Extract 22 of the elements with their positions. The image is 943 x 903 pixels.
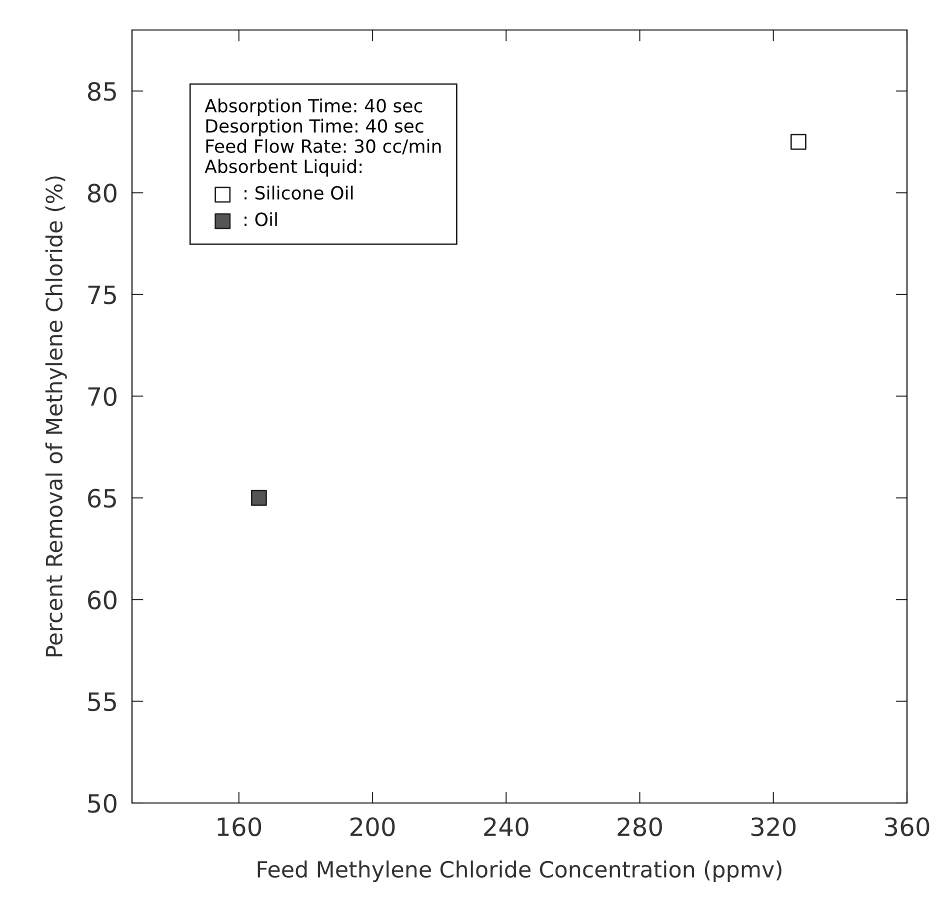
annotation: Absorption Time: 40 sec	[204, 98, 422, 116]
legend-label: : Oil	[244, 212, 277, 226]
y-tick-label: 85	[88, 82, 116, 101]
x-tick-label: 240	[484, 817, 528, 836]
y-tick-label: 80	[88, 184, 116, 203]
y-tick-label: 70	[88, 387, 116, 406]
x-tick-label: 200	[350, 817, 395, 836]
x-tick-label: 320	[751, 817, 796, 836]
x-axis-title: Feed Methylene Chloride Concentration (ppmv)	[258, 860, 782, 882]
annotation: Feed Flow Rate: 30 cc/min	[206, 138, 441, 154]
y-tick-label: 50	[88, 794, 116, 813]
annotation: Desorption Time: 40 sec	[206, 118, 424, 136]
legend-label: : Silicone Oil	[244, 186, 353, 200]
y-tick-label: 60	[88, 590, 116, 610]
x-tick-label: 160	[218, 817, 262, 836]
y-tick-label: 75	[88, 286, 116, 304]
y-axis-title: Percent Removal of Methylene Chloride (%)	[45, 176, 67, 656]
y-tick-label: 55	[88, 692, 116, 712]
x-tick-label: 280	[618, 817, 662, 836]
y-tick-label: 65	[88, 488, 116, 508]
annotation: Absorbent Liquid:	[204, 159, 362, 177]
x-tick-label: 360	[885, 817, 930, 836]
